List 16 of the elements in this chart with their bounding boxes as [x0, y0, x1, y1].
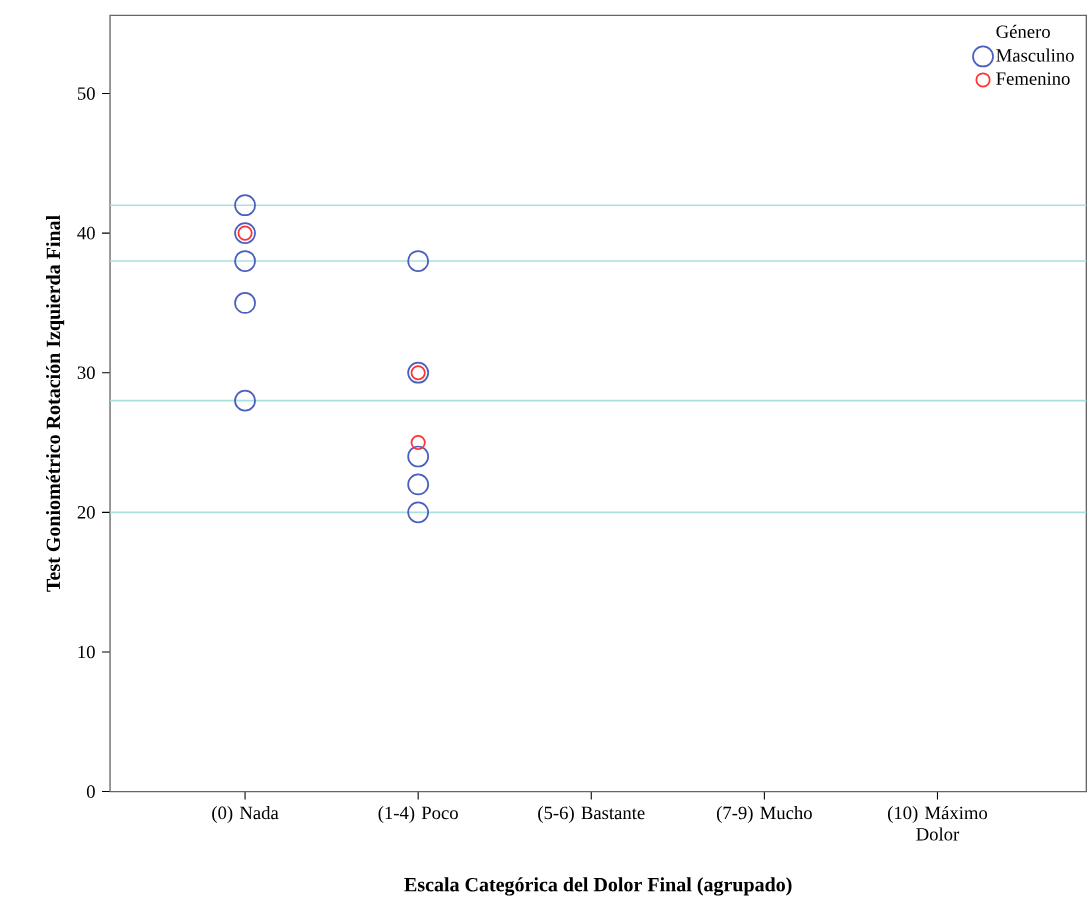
y-tick-label: 40 [77, 227, 95, 240]
y-axis-title: Test Goniométrico Rotación Izquierda Final [46, 215, 65, 592]
x-axis-title: Escala Categórica del Dolor Final (agrupado) [404, 877, 792, 896]
y-tick-label: 10 [78, 645, 95, 659]
x-tick-label: (1-4) Poco [378, 806, 458, 824]
y-tick-label: 30 [77, 366, 95, 380]
y-tick-label: 50 [77, 87, 95, 100]
x-tick-label: (7-9) Mucho [716, 806, 812, 824]
x-tick-label: (5-6) Bastante [538, 806, 645, 824]
x-tick-label: (10) Máximo Dolor [887, 806, 988, 841]
y-tick-label: 0 [86, 785, 95, 799]
legend-label: Femenino [996, 72, 1070, 86]
x-tick-label: (0) Nada [212, 806, 279, 824]
legend-title: Género [996, 24, 1050, 39]
legend-label: Masculino [996, 48, 1074, 62]
y-tick-label: 20 [77, 506, 95, 519]
